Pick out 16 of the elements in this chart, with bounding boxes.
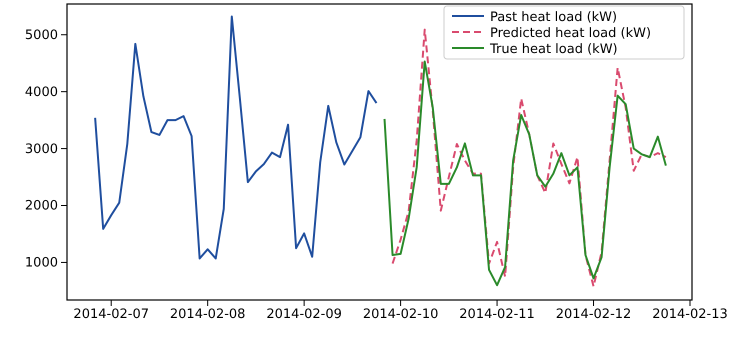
legend-label: True heat load (kW) [489,42,618,57]
line-series [94,16,378,260]
x-tick-label: 2014-02-08 [170,307,246,322]
y-tick-label: 2000 [24,198,58,214]
x-tick-label: 2014-02-07 [73,307,149,322]
x-tick-label: 2014-02-10 [362,307,438,322]
x-tick-label: 2014-02-12 [556,307,632,322]
y-tick-label: 5000 [24,28,58,43]
y-tick-label: 4000 [24,84,58,100]
x-tick-label: 2014-02-11 [459,307,535,322]
x-tick-label: 2014-02-09 [266,307,342,322]
y-tick-label: 1000 [24,256,58,271]
y-tick-label: 3000 [24,142,58,157]
legend-label: Predicted heat load (kW) [490,26,652,41]
legend-label: Past heat load (kW) [490,10,618,25]
x-tick-label: 2014-02-13 [652,307,728,322]
